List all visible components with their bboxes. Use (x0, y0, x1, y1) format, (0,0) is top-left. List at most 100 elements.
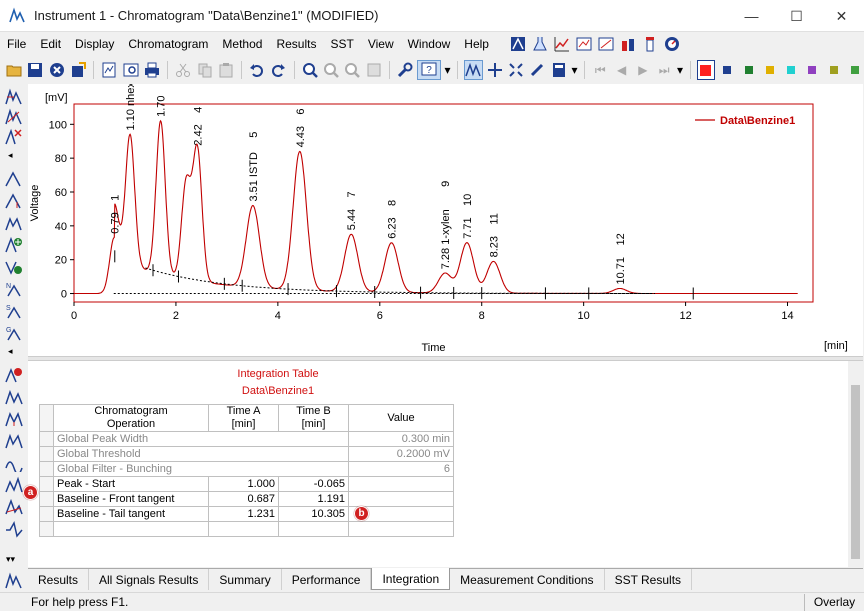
vial-icon[interactable] (642, 36, 658, 52)
table-row[interactable]: Baseline - Front tangent 0.687 1.191 (39, 491, 454, 507)
last-button[interactable]: ⏭ (658, 62, 670, 77)
manual-integration-icon[interactable] (5, 108, 23, 126)
collapse-arrow-icon[interactable]: ◂ (8, 150, 13, 160)
split-peak-icon[interactable] (5, 214, 23, 232)
table-row[interactable]: Baseline - Tail tangent 1.231 10.305 (39, 506, 454, 522)
cell-time-b[interactable]: -0.065 (278, 476, 349, 492)
cell-value[interactable]: 0.300 min (348, 431, 454, 447)
next-button[interactable]: ▶ (638, 63, 648, 77)
cell-value[interactable]: 6 (348, 461, 454, 477)
color-selector-green2[interactable] (846, 60, 864, 80)
copy-button[interactable] (195, 60, 213, 80)
menu-display[interactable]: Display (75, 37, 115, 51)
undo-button[interactable] (248, 60, 266, 80)
dropdown-arrow-icon[interactable]: ▾ (571, 63, 578, 77)
tab-results[interactable]: Results (28, 569, 90, 590)
row-header[interactable] (39, 506, 54, 522)
peak-start-icon[interactable] (5, 170, 23, 188)
cut-button[interactable] (174, 60, 192, 80)
integrate-all-icon[interactable] (5, 572, 23, 590)
settings-button[interactable] (396, 60, 414, 80)
menu-results[interactable]: Results (276, 37, 317, 51)
color-selector-green[interactable] (739, 60, 757, 80)
tool-button[interactable] (528, 60, 546, 80)
chart-icon[interactable] (554, 36, 570, 52)
row-header[interactable] (39, 521, 54, 537)
cell-time-b[interactable] (278, 521, 349, 537)
row-header[interactable] (39, 476, 54, 492)
cell-operation[interactable]: Peak - Start (53, 476, 209, 492)
s-peak-icon[interactable]: S (5, 302, 23, 320)
move-button[interactable] (486, 60, 504, 80)
menu-view[interactable]: View (367, 37, 394, 51)
cell-value[interactable] (348, 476, 454, 492)
row-header[interactable] (39, 431, 54, 447)
redo-button[interactable] (269, 60, 287, 80)
cell-operation[interactable]: Global Peak Width (53, 431, 349, 447)
peak-width-icon[interactable] (5, 476, 23, 494)
integrate-icon[interactable] (5, 88, 23, 106)
menu-chromatogram[interactable]: Chromatogram (128, 37, 209, 51)
menu-method[interactable]: Method (222, 37, 263, 51)
add-peak-icon[interactable] (5, 236, 23, 254)
cell-operation[interactable]: Baseline - Front tangent (53, 491, 209, 507)
chromatogram-chart[interactable]: 0 20 40 60 80 100 0 2 4 6 8 10 12 14 [mV] Voltage Time [m… (28, 48, 863, 356)
zoom-button[interactable] (300, 60, 318, 80)
tab-integration[interactable]: Integration (371, 568, 451, 590)
paste-button[interactable] (217, 60, 235, 80)
color-selector-purple[interactable] (803, 60, 821, 80)
table-row[interactable]: Peak - Start 1.000 -0.065 (39, 476, 454, 492)
g-peak-icon[interactable]: G (5, 324, 23, 342)
graph-window-icon[interactable] (576, 36, 592, 52)
cell-value[interactable] (348, 521, 454, 537)
cell-operation[interactable]: Baseline - Tail tangent (53, 506, 209, 522)
gauge-icon[interactable] (664, 36, 680, 52)
expand-arrows-icon[interactable]: ▾▾ (6, 554, 16, 564)
menu-sst[interactable]: SST (330, 37, 354, 51)
close-button[interactable]: ✕ (835, 7, 848, 24)
tab-summary[interactable]: Summary (209, 569, 282, 590)
row-header[interactable] (39, 446, 54, 462)
color-selector-red[interactable] (696, 60, 716, 80)
print-button[interactable] (143, 60, 161, 80)
menu-help[interactable]: Help (464, 37, 489, 51)
cell-time-a[interactable] (208, 521, 279, 537)
preview-button[interactable] (121, 60, 139, 80)
front-tangent-icon[interactable] (5, 498, 23, 516)
cell-operation[interactable]: Global Threshold (53, 446, 349, 462)
table-vertical-scrollbar[interactable] (848, 361, 863, 567)
dropdown-arrow-icon[interactable]: ▾ (444, 63, 451, 77)
valley-icon[interactable] (5, 410, 23, 428)
color-selector-cyan[interactable] (782, 60, 800, 80)
cell-time-a[interactable]: 1.231 (208, 506, 279, 522)
menu-edit[interactable]: Edit (40, 37, 62, 51)
cell-value[interactable] (348, 491, 454, 507)
table-row[interactable]: Global Peak Width 0.300 min (39, 431, 454, 447)
tail-tangent-icon[interactable] (5, 520, 23, 538)
cell-time-b[interactable]: 1.191 (278, 491, 349, 507)
open-button[interactable] (5, 60, 23, 80)
cell-operation[interactable]: Global Filter - Bunching (53, 461, 349, 477)
cell-value[interactable]: 0.2000 mV (348, 446, 454, 462)
flask-icon[interactable] (532, 36, 548, 52)
close-doc-button[interactable] (48, 60, 66, 80)
peak-end-icon[interactable] (5, 192, 23, 210)
pane-splitter[interactable] (28, 356, 863, 361)
tab-all-signals-results[interactable]: All Signals Results (89, 569, 210, 590)
dropdown-arrow-icon[interactable]: ▾ (677, 63, 684, 77)
minimize-button[interactable]: — (744, 8, 759, 24)
table-row[interactable]: Global Filter - Bunching 6 (39, 461, 454, 477)
remove-integration-icon[interactable] (5, 366, 23, 384)
add-negative-peak-icon[interactable] (5, 258, 23, 276)
together-icon[interactable] (5, 432, 23, 450)
maximize-button[interactable]: ☐ (790, 7, 803, 24)
collapse-arrow-icon[interactable]: ◂ (8, 346, 13, 356)
unzoom-button[interactable] (364, 60, 382, 80)
integration-mode-button[interactable] (464, 60, 483, 80)
cell-time-a[interactable]: 0.687 (208, 491, 279, 507)
color-selector-yellow[interactable] (761, 60, 779, 80)
calculator-button[interactable] (550, 60, 568, 80)
cell-time-a[interactable]: 1.000 (208, 476, 279, 492)
first-button[interactable]: ⏮ (594, 62, 606, 77)
cell-operation[interactable] (53, 521, 209, 537)
